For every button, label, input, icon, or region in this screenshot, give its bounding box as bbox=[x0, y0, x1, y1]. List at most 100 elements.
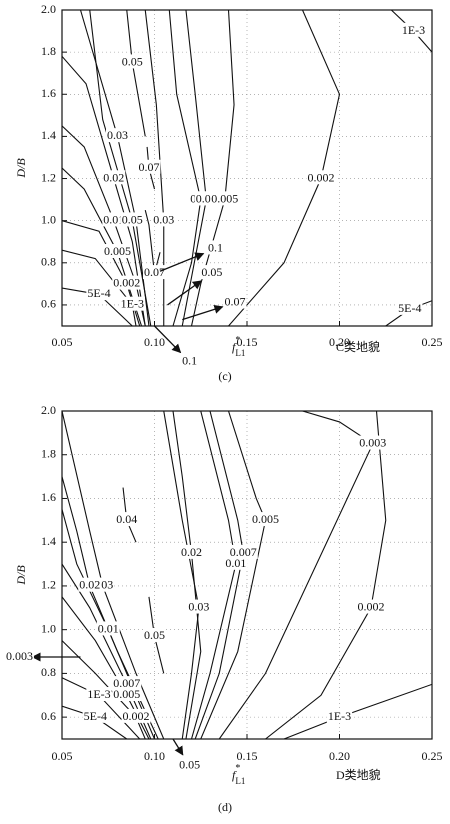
y-tick-label: 1.0 bbox=[41, 621, 56, 635]
x-axis-label: f* L1 bbox=[232, 763, 245, 786]
label-bg bbox=[207, 240, 225, 255]
label-bg bbox=[397, 300, 423, 315]
x-tick-label: 0.25 bbox=[422, 335, 443, 349]
y-tick-label: 1.6 bbox=[41, 86, 56, 100]
contour-label: 0.003 bbox=[359, 436, 386, 450]
contour-label: 0.07 bbox=[138, 160, 159, 174]
annotation-label: 0.003 bbox=[6, 649, 33, 663]
y-tick-label: 1.8 bbox=[41, 446, 56, 460]
contour-label: 0.005 bbox=[211, 191, 238, 205]
label-bg bbox=[228, 544, 258, 559]
y-tick-label: 1.0 bbox=[41, 212, 56, 226]
label-bg bbox=[143, 627, 166, 642]
contour-label: 0.05 bbox=[122, 212, 143, 226]
contour-label: 1E-3 bbox=[402, 23, 425, 37]
label-bg bbox=[112, 676, 142, 691]
label-bg bbox=[326, 708, 353, 723]
annotation-label: 0.05 bbox=[179, 758, 200, 772]
label-bg bbox=[121, 708, 151, 723]
contour-label: 0.02 bbox=[103, 170, 124, 184]
x-tick-label: 0.25 bbox=[422, 749, 443, 763]
label-bg bbox=[251, 512, 280, 527]
annotation-arrow bbox=[172, 738, 184, 756]
contour-label: 0.002 bbox=[113, 276, 140, 290]
y-tick-label: 1.2 bbox=[41, 578, 56, 592]
x-tick-label: 0.20 bbox=[329, 335, 350, 349]
annotation-arrow bbox=[182, 304, 224, 321]
contour-label: 0.01 bbox=[98, 621, 119, 635]
contour-line bbox=[181, 10, 207, 326]
label-bg bbox=[180, 544, 203, 559]
x-axis-label-main: f bbox=[232, 340, 237, 354]
caption: (d) bbox=[218, 800, 232, 814]
x-tick-label: 0.15 bbox=[237, 335, 258, 349]
x-tick-label: 0.20 bbox=[329, 749, 350, 763]
label-bg bbox=[224, 555, 248, 570]
contour-label: 0.05 bbox=[122, 54, 143, 68]
x-axis-label-sub: L1 bbox=[235, 348, 245, 358]
y-tick-label: 2.0 bbox=[41, 2, 56, 16]
label-bg bbox=[112, 275, 142, 290]
y-tick-label: 0.6 bbox=[41, 709, 56, 723]
y-tick-label: 1.4 bbox=[41, 128, 56, 142]
y-tick-label: 0.8 bbox=[41, 665, 56, 679]
contour-label: 5E-4 bbox=[84, 709, 107, 723]
contour-label: 0.005 bbox=[252, 512, 279, 526]
contour-label: 0.002 bbox=[308, 170, 335, 184]
x-axis-label-sub: L1 bbox=[235, 776, 245, 786]
plot-frame bbox=[61, 410, 433, 740]
contour-label: 0.07 bbox=[144, 265, 165, 279]
contour-label: 0.01 bbox=[103, 212, 124, 226]
plot-frame bbox=[61, 9, 433, 327]
contour-line bbox=[228, 10, 341, 326]
contour-label: 1E-3 bbox=[121, 297, 144, 311]
label-bg bbox=[137, 159, 161, 174]
contour-line bbox=[194, 411, 244, 739]
y-tick-label: 1.4 bbox=[41, 534, 56, 548]
label-bg bbox=[96, 621, 120, 636]
x-tick-label: 0.05 bbox=[52, 335, 73, 349]
label-bg bbox=[358, 435, 388, 450]
contour-label: 0.03 bbox=[153, 212, 174, 226]
y-tick-label: 2.0 bbox=[41, 403, 56, 417]
terrain-label: D类地貌 bbox=[336, 767, 381, 782]
label-bg bbox=[178, 757, 202, 772]
contour-label: 5E-4 bbox=[87, 286, 110, 300]
contour-label: 0.04 bbox=[116, 512, 137, 526]
contour-line bbox=[218, 411, 374, 739]
label-bg bbox=[86, 286, 112, 301]
annotation-label: 0.05 bbox=[201, 265, 222, 279]
annotation-arrow bbox=[167, 280, 202, 306]
label-bg bbox=[103, 244, 132, 259]
label-bg bbox=[86, 687, 112, 702]
label-bg bbox=[106, 128, 129, 143]
contour-line bbox=[172, 411, 202, 739]
label-bg bbox=[4, 648, 34, 663]
label-bg bbox=[400, 22, 427, 37]
terrain-label: C类地貌 bbox=[336, 339, 380, 354]
contour-label: 0.02 bbox=[79, 578, 100, 592]
x-tick-label: 0.10 bbox=[144, 335, 165, 349]
contour-line bbox=[265, 411, 387, 739]
y-tick-label: 0.8 bbox=[41, 255, 56, 269]
annotation-arrow bbox=[159, 252, 205, 272]
x-tick-label: 0.15 bbox=[237, 749, 258, 763]
label-bg bbox=[181, 353, 199, 368]
contour-label: 0.03 bbox=[188, 600, 209, 614]
contour-label: 1E-3 bbox=[87, 687, 110, 701]
label-bg bbox=[356, 599, 386, 614]
y-tick-label: 1.6 bbox=[41, 490, 56, 504]
x-axis-label-sup: * bbox=[235, 335, 240, 346]
label-bg bbox=[115, 512, 139, 527]
label-bg bbox=[223, 294, 247, 309]
label-bg bbox=[187, 599, 211, 614]
label-bg bbox=[210, 191, 240, 206]
annotation-label: 0.1 bbox=[208, 240, 223, 254]
contour-line bbox=[168, 10, 202, 326]
x-axis-label-sup: * bbox=[235, 763, 240, 774]
label-bg bbox=[143, 265, 166, 280]
annotation-label: 0.07 bbox=[224, 295, 245, 309]
contour-label: 0.002 bbox=[357, 600, 384, 614]
x-tick-label: 0.05 bbox=[52, 749, 73, 763]
